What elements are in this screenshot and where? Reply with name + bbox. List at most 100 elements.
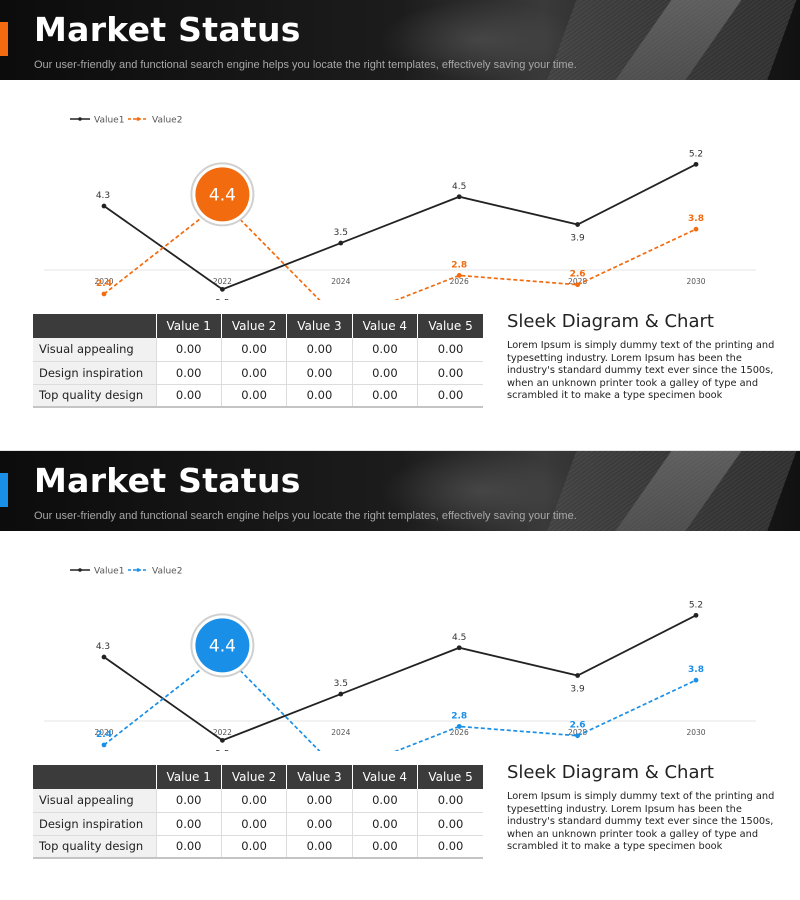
table-row: Visual appealing 0.00 0.00 0.00 0.00 0.0… — [33, 338, 483, 362]
series-2-data-label: 2.6 — [570, 721, 586, 731]
series-line-2 — [103, 651, 697, 751]
table-cell: 0.00 — [286, 812, 353, 836]
accent-bar — [0, 22, 8, 56]
series-1-point — [338, 240, 344, 246]
table-header-cell: Value 2 — [220, 314, 287, 338]
table-cell: 0.00 — [417, 789, 483, 813]
table-cell: 0.00 — [220, 361, 287, 385]
row-label: Design inspiration — [33, 361, 156, 385]
x-tick-label: 2024 — [331, 728, 350, 737]
series-1-point — [220, 737, 225, 743]
series-2-data-label: 3.8 — [688, 665, 704, 675]
series-2-point — [456, 273, 462, 278]
table-cell: 0.00 — [417, 338, 483, 362]
series-2-point — [101, 742, 107, 748]
row-label: Top quality design — [33, 835, 156, 859]
table-cell: 0.00 — [351, 835, 418, 859]
table-header-cell: Value 2 — [220, 765, 287, 789]
accent-bar — [0, 473, 8, 507]
series-1-point — [220, 286, 225, 292]
series-1-data-label: 5.2 — [689, 600, 703, 610]
table-row: Design inspiration 0.00 0.00 0.00 0.00 0… — [33, 812, 483, 836]
series-1-point — [575, 673, 580, 678]
row-label: Visual appealing — [33, 789, 156, 813]
table-cell: 0.00 — [417, 812, 483, 836]
table-cell: 0.00 — [417, 835, 483, 859]
series-2-data-label: 2.4 — [96, 730, 112, 740]
table-header-row: Value 1 Value 2 Value 3 Value 4 Value 5 — [33, 314, 483, 338]
page-title: Market Status — [34, 461, 301, 500]
legend-label-1: Value1 — [94, 116, 124, 126]
series-1-point — [456, 194, 462, 200]
row-label: Top quality design — [33, 384, 156, 408]
highlight-label: 4.4 — [209, 636, 236, 656]
series-1-point — [456, 645, 462, 651]
table-cell: 0.00 — [155, 789, 222, 813]
x-tick-label: 2020 — [94, 277, 113, 286]
series-2-data-label: 2.8 — [451, 711, 467, 721]
series-1-point — [575, 222, 580, 227]
table-cell: 0.00 — [286, 789, 353, 813]
table-cell: 0.00 — [351, 812, 418, 836]
x-tick-label: 2020 — [94, 728, 113, 737]
table-row: Top quality design 0.00 0.00 0.00 0.00 0… — [33, 835, 483, 859]
legend-label-2: Value2 — [152, 116, 182, 126]
table-header-cell: Value 4 — [351, 765, 418, 789]
x-tick-label: 2030 — [686, 277, 705, 286]
table-header-cell: Value 3 — [286, 314, 353, 338]
highlight-bubble — [195, 618, 250, 673]
table-header-cell: Value 3 — [286, 765, 353, 789]
series-2-point — [101, 291, 107, 297]
table-cell: 0.00 — [286, 338, 353, 362]
data-table: Value 1 Value 2 Value 3 Value 4 Value 5 … — [33, 314, 483, 408]
table-cell: 0.00 — [155, 361, 222, 385]
x-tick-label: 2028 — [568, 728, 587, 737]
slide-orange: Market Status Our user-friendly and func… — [0, 0, 800, 408]
table-cell: 0.00 — [286, 835, 353, 859]
table-cell: 0.00 — [220, 812, 287, 836]
series-2-data-label: 3.8 — [688, 214, 704, 224]
table-cell: 0.00 — [351, 384, 418, 408]
series-2-point — [575, 733, 580, 739]
table-row: Top quality design 0.00 0.00 0.00 0.00 0… — [33, 384, 483, 408]
table-cell: 0.00 — [220, 384, 287, 408]
series-1-data-label: 4.3 — [96, 642, 110, 652]
highlight-label: 4.4 — [209, 185, 236, 205]
legend-label-2: Value2 — [152, 567, 182, 577]
table-header-cell: Value 1 — [155, 314, 222, 338]
series-1-point — [101, 654, 107, 660]
table-header-cell: Value 5 — [417, 314, 483, 338]
series-1-point — [338, 691, 344, 697]
table-header-cell: Value 1 — [155, 765, 222, 789]
line-chart: 2020 2022 2024 2026 2028 2030 Value1 Value2 4.3 2… — [44, 116, 756, 300]
table-cell: 0.00 — [417, 361, 483, 385]
series-1-data-label: 3.9 — [570, 685, 585, 695]
table-cell: 0.00 — [286, 384, 353, 408]
x-tick-label: 2028 — [568, 277, 587, 286]
page-subtitle: Our user-friendly and functional search … — [34, 59, 577, 71]
series-1-point — [693, 161, 699, 167]
table-header-row: Value 1 Value 2 Value 3 Value 4 Value 5 — [33, 765, 483, 789]
legend-marker-1 — [78, 568, 82, 572]
x-tick-label: 2030 — [686, 728, 705, 737]
series-2-data-label: 2.4 — [96, 279, 112, 289]
series-1-point — [693, 612, 699, 618]
line-chart: 2020 2022 2024 2026 2028 2030 Value1 Value2 4.3 2… — [44, 567, 756, 751]
x-tick-label: 2026 — [450, 728, 469, 737]
x-tick-label: 2026 — [450, 277, 469, 286]
series-2-point — [693, 677, 699, 683]
page-title: Market Status — [34, 10, 301, 49]
series-2-point — [575, 282, 580, 288]
series-2-point — [693, 226, 699, 232]
table-row: Visual appealing 0.00 0.00 0.00 0.00 0.0… — [33, 789, 483, 813]
side-paragraph: Lorem Ipsum is simply dummy text of the … — [507, 340, 775, 401]
x-tick-label: 2022 — [213, 277, 232, 286]
legend-marker-2 — [136, 117, 140, 121]
x-tick-label: 2022 — [213, 728, 232, 737]
legend-label-1: Value1 — [94, 567, 124, 577]
series-1-point — [101, 203, 107, 209]
table-cell: 0.00 — [220, 789, 287, 813]
header-banner: Market Status Our user-friendly and func… — [0, 451, 800, 531]
series-2-point — [456, 724, 462, 729]
table-cell: 0.00 — [417, 384, 483, 408]
